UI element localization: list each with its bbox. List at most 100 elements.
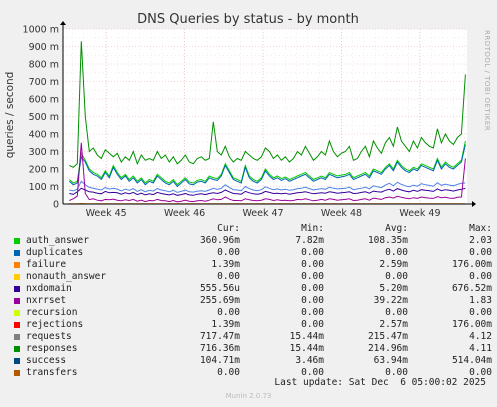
legend-avg: 63.94m (373, 355, 408, 366)
y-tick-label: 1000 m (23, 25, 59, 36)
legend-row-duplicates: duplicates 0.00 0.00 0.00 0.00 (14, 247, 492, 259)
legend-cur: 104.71m (199, 355, 240, 366)
legend-swatch (14, 334, 20, 340)
series-line-nxdomain (69, 187, 466, 196)
last-update: Last update: Sat Dec 6 05:00:02 2025 (274, 377, 486, 388)
legend-max: 0.00 (469, 307, 492, 318)
legend-max: 2.03 (469, 235, 492, 246)
legend-max: 0.00 (469, 367, 492, 378)
legend-min: 0.00 (301, 247, 324, 258)
legend-avg: 0.00 (385, 307, 408, 318)
x-tick-label: Week 46 (164, 208, 205, 219)
legend-header-avg: Avg: (385, 223, 408, 234)
x-tick-label: Week 48 (321, 208, 362, 219)
legend-name: recursion (26, 307, 78, 318)
legend-swatch (14, 250, 20, 256)
legend-cur: 0.00 (217, 307, 240, 318)
legend-min: 0.00 (301, 259, 324, 270)
series-line-auth_answer (69, 41, 466, 168)
y-tick-label: 100 m (29, 182, 59, 193)
legend-avg: 5.20m (379, 283, 408, 294)
legend-avg: 0.00 (385, 271, 408, 282)
legend-cur: 255.69m (199, 295, 240, 306)
legend-row-nxdomain: nxdomain 555.56u 0.00 5.20m 676.52m (14, 283, 492, 295)
legend-header-min: Min: (301, 223, 324, 234)
legend-swatch (14, 310, 20, 316)
legend-max: 1.83 (469, 295, 492, 306)
legend-name: duplicates (26, 247, 84, 258)
legend-cur: 360.96m (199, 235, 240, 246)
legend-swatch (14, 346, 20, 352)
legend-name: nxdomain (26, 283, 72, 294)
legend-name: nonauth_answer (26, 271, 107, 282)
legend-cur: 1.39m (211, 259, 240, 270)
y-tick-label: 200 m (29, 165, 59, 176)
legend-max: 176.00m (451, 259, 492, 270)
series-line-responses (68, 144, 466, 188)
legend-swatch (14, 274, 20, 280)
legend-max: 0.00 (469, 247, 492, 258)
legend-row-transfers: transfers 0.00 0.00 0.00 0.00 (14, 367, 492, 379)
legend-avg: 0.00 (385, 247, 408, 258)
legend-row-rejections: rejections 1.39m 0.00 2.57m 176.00m (14, 319, 492, 331)
legend-max: 514.04m (451, 355, 492, 366)
legend-header: Cur: Min: Avg: Max: (14, 223, 492, 235)
legend-cur: 0.00 (217, 247, 240, 258)
y-tick-label: 300 m (29, 147, 59, 158)
legend-row-nxrrset: nxrrset 255.69m 0.00 39.22m 1.83 (14, 295, 492, 307)
legend-name: transfers (26, 367, 78, 378)
legend-min: 3.46m (295, 355, 324, 366)
legend-max: 176.00m (451, 319, 492, 330)
y-tick-label: 0 (53, 200, 59, 211)
legend-avg: 215.47m (367, 331, 408, 342)
legend-max: 4.11 (469, 343, 492, 354)
legend-avg: 2.57m (379, 319, 408, 330)
legend-min: 0.00 (301, 283, 324, 294)
legend-min: 0.00 (301, 295, 324, 306)
legend-row-responses: responses 716.36m 15.44m 214.96m 4.11 (14, 343, 492, 355)
series-line-success (69, 180, 466, 193)
legend-name: failure (26, 259, 67, 270)
legend-row-auth_answer: auth_answer 360.96m 7.82m 108.35m 2.03 (14, 235, 492, 247)
legend-header-max: Max: (469, 223, 492, 234)
legend-name: auth_answer (26, 235, 89, 246)
legend-avg: 2.59m (379, 259, 408, 270)
legend-row-success: success 104.71m 3.46m 63.94m 514.04m (14, 355, 492, 367)
legend-max: 0.00 (469, 271, 492, 282)
y-tick-label: 600 m (29, 95, 59, 106)
y-tick-label: 400 m (29, 130, 59, 141)
legend-name: success (26, 355, 67, 366)
y-tick-labels: 0 100 m 200 m 300 m 400 m 500 m 600 m 700 m 800 … (23, 25, 59, 211)
legend-cur: 0.00 (217, 271, 240, 282)
legend-avg: 39.22m (373, 295, 408, 306)
legend-min: 0.00 (301, 271, 324, 282)
series-line-nxrrset (69, 142, 466, 203)
legend-swatch (14, 370, 20, 376)
y-tick-label: 900 m (29, 42, 59, 53)
legend-min: 0.00 (301, 307, 324, 318)
legend-min: 0.00 (301, 367, 324, 378)
legend-avg: 214.96m (367, 343, 408, 354)
chart-title: DNS Queries by status - by month (137, 12, 359, 27)
legend-swatch (14, 322, 20, 328)
legend-cur: 0.00 (217, 367, 240, 378)
y-tick-label: 700 m (29, 77, 59, 88)
legend-cur: 1.39m (211, 319, 240, 330)
legend-header-cur: Cur: (217, 223, 240, 234)
munin-version: Munin 2.0.73 (225, 392, 272, 400)
legend-cur: 717.47m (199, 331, 240, 342)
x-tick-label: Week 45 (86, 208, 127, 219)
legend-min: 7.82m (295, 235, 324, 246)
legend-max: 676.52m (451, 283, 492, 294)
y-axis-arrow (60, 21, 66, 25)
legend-name: nxrrset (26, 295, 67, 306)
legend-row-failure: failure 1.39m 0.00 2.59m 176.00m (14, 259, 492, 271)
y-axis-label: queries / second (4, 72, 16, 159)
series-line-requests (68, 140, 466, 186)
legend-row-requests: requests 717.47m 15.44m 215.47m 4.12 (14, 331, 492, 343)
x-axis-arrow (472, 201, 476, 207)
legend-swatch (14, 262, 20, 268)
legend-swatch (14, 358, 20, 364)
legend-swatch (14, 298, 20, 304)
